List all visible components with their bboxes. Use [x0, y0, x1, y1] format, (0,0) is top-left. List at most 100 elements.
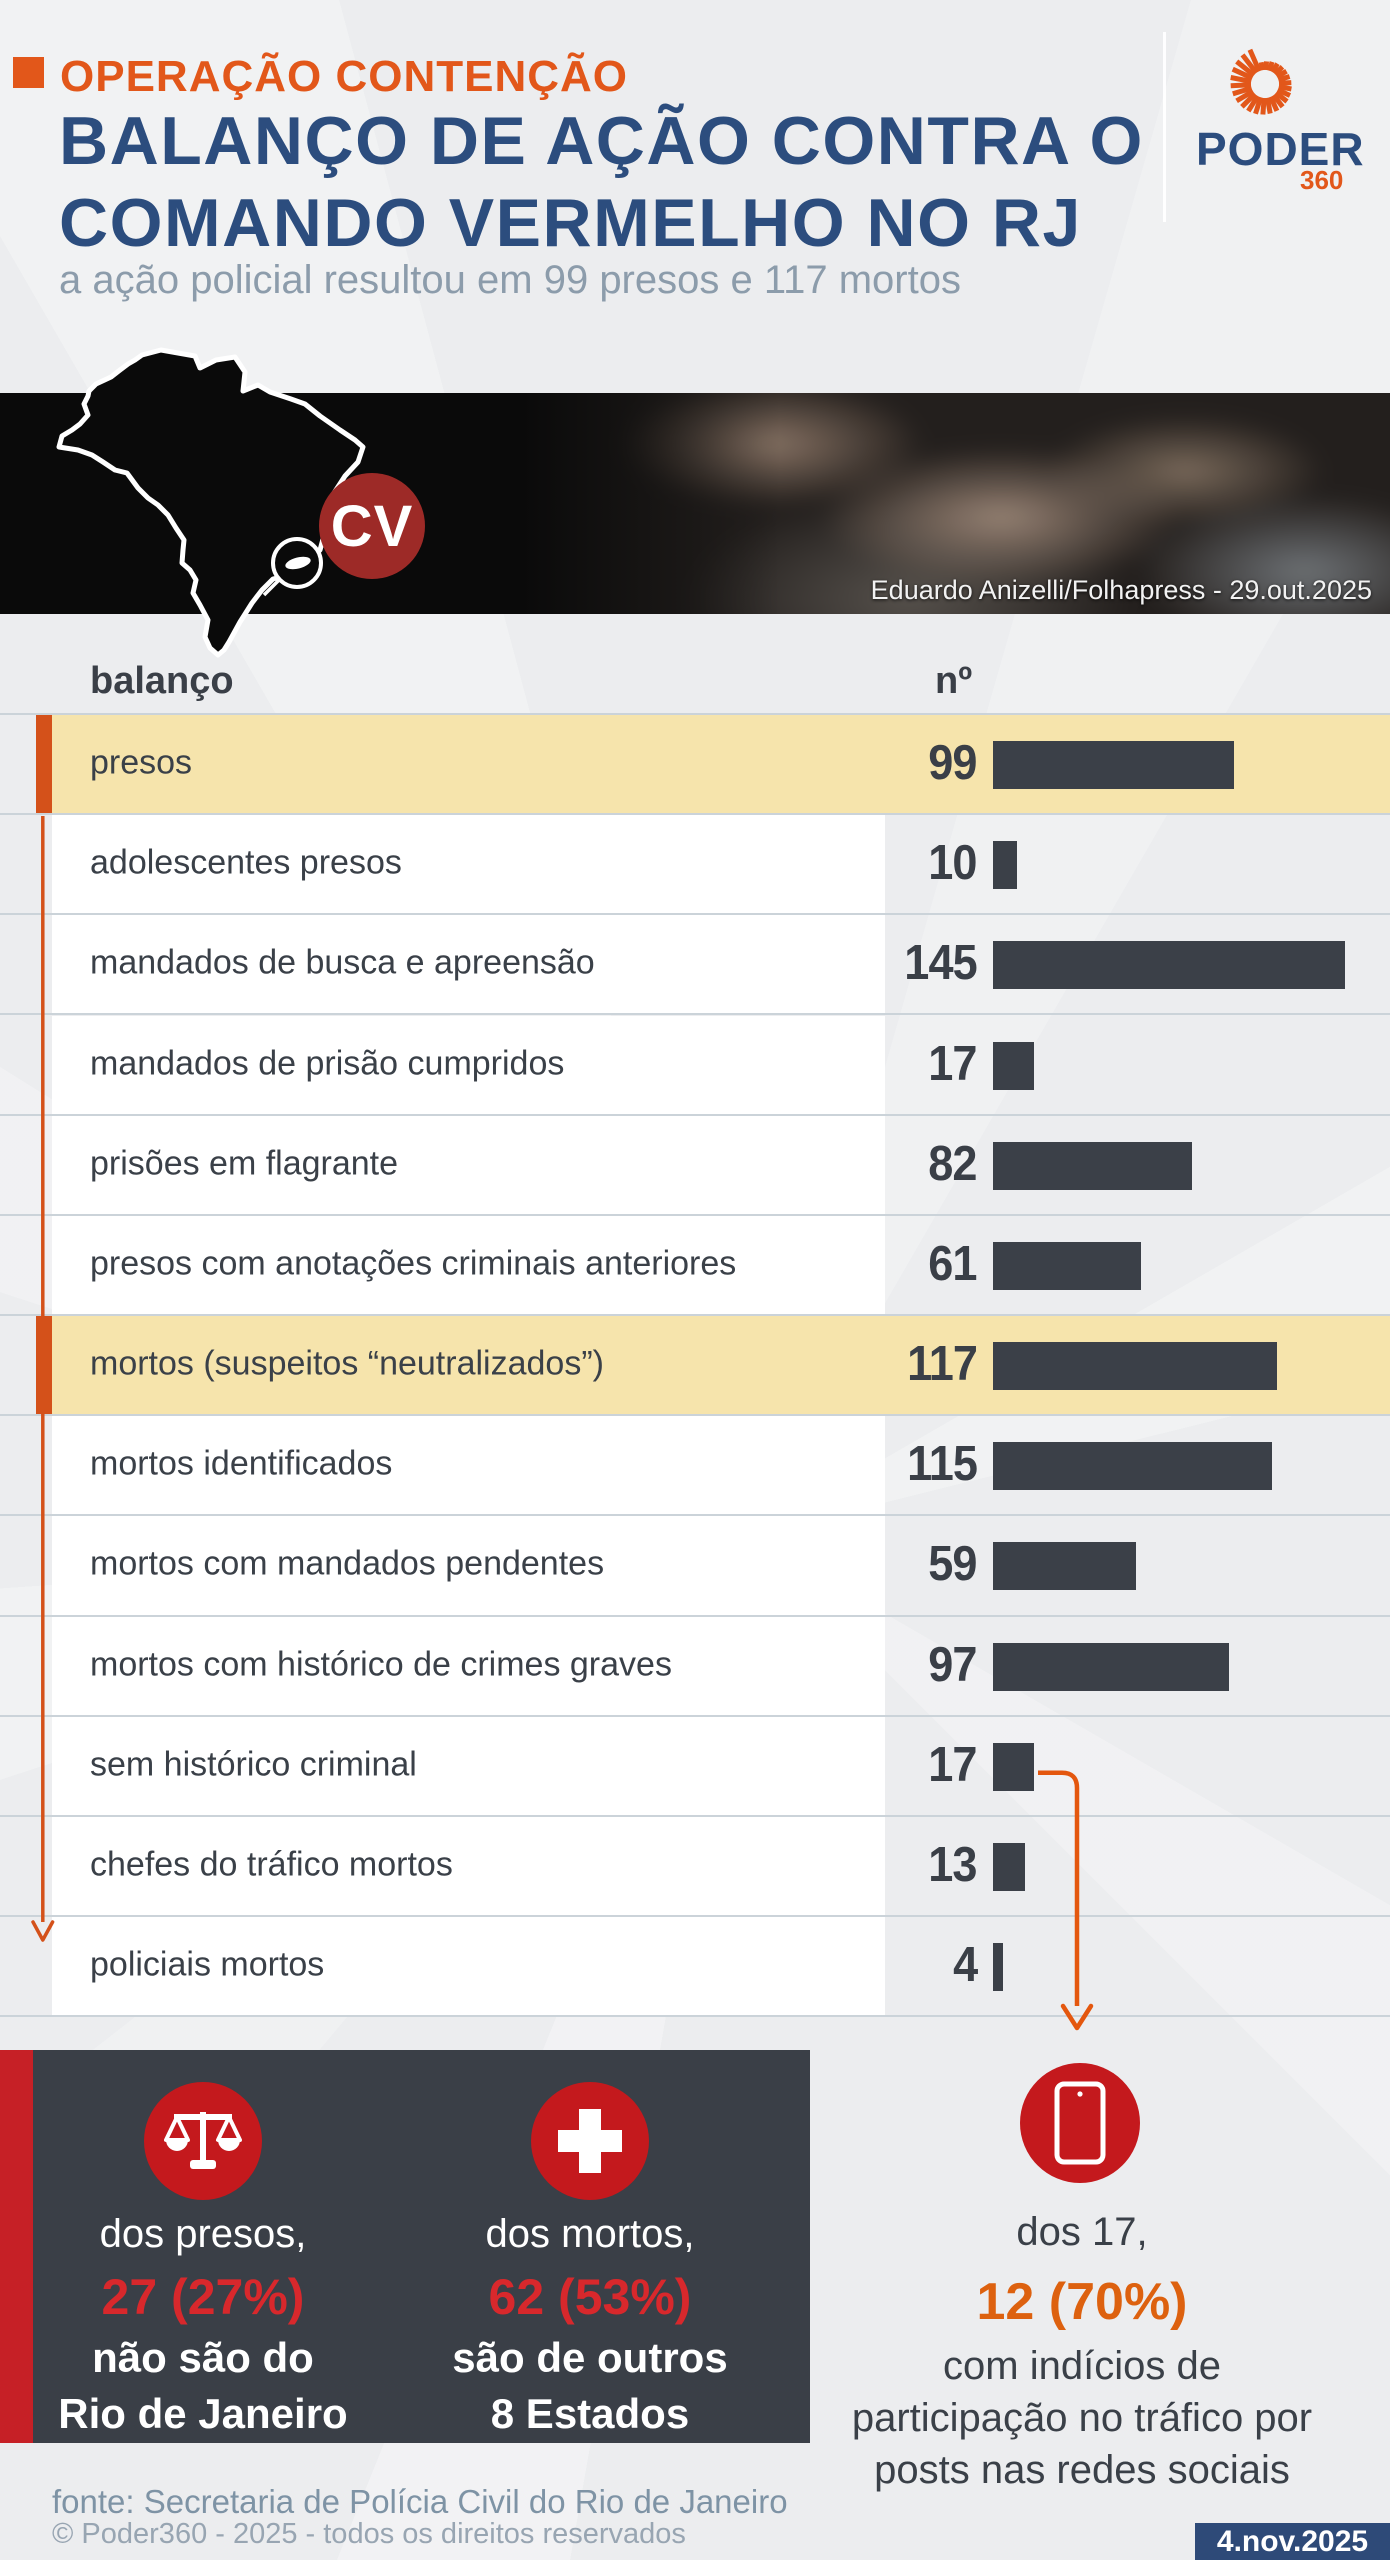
sunburst-ray — [1240, 92, 1257, 109]
row-label: adolescentes presos — [90, 844, 402, 883]
copyright-note: © Poder360 - 2025 - todos os direitos re… — [52, 2518, 686, 2550]
balance-table: presos 99 adolescentes presos 10 mandados de… — [0, 713, 1390, 2018]
sunburst-ray — [1260, 97, 1267, 115]
dark-callout-box — [0, 2050, 810, 2443]
red-side-bar — [0, 2050, 33, 2443]
date-label: 4.nov.2025 — [1216, 2524, 1369, 2558]
page-title: BALANÇO DE AÇÃO CONTRA O COMANDO VERMELH… — [59, 100, 1144, 264]
table-header-balanco: balanço — [90, 660, 234, 702]
subtitle: a ação policial resultou em 99 presos e … — [59, 258, 961, 302]
sunburst-ray — [1278, 84, 1292, 92]
table-row: chefes do tráfico mortos 13 — [0, 1816, 1390, 1918]
sunburst-ray — [1231, 66, 1254, 81]
table-header-numero: nº — [935, 660, 973, 702]
sunburst-ray — [1278, 80, 1292, 86]
sunburst-ray — [1268, 95, 1280, 112]
row-bar — [993, 1041, 1034, 1090]
kicker: OPERAÇÃO CONTENÇÃO — [60, 52, 629, 101]
row-bar — [993, 1842, 1025, 1891]
sunburst-ray — [1230, 75, 1252, 84]
table-row: prisões em flagrante 82 — [0, 1115, 1390, 1216]
row-label: presos — [90, 743, 193, 782]
row-bar — [993, 1742, 1034, 1791]
row-bar — [993, 1943, 1003, 1991]
social-callout-line4: posts nas redes sociais — [874, 2448, 1290, 2492]
sunburst-ray — [1240, 53, 1259, 75]
row-value: 99 — [928, 735, 978, 790]
phone-circle — [1020, 2063, 1140, 2183]
row-label: mortos identificados — [90, 1445, 393, 1484]
title-line-2: COMANDO VERMELHO NO RJ — [59, 185, 1082, 261]
row-value: 117 — [907, 1336, 978, 1391]
sunburst-ray — [1247, 48, 1262, 73]
table-row: mortos (suspeitos “neutralizados”) 117 — [0, 1316, 1390, 1417]
sunburst-ray — [1270, 62, 1280, 74]
sunburst-ray — [1235, 89, 1255, 104]
row-bar — [993, 1141, 1192, 1190]
row-label: mortos com mandados pendentes — [90, 1545, 605, 1584]
row-label: sem histórico criminal — [90, 1745, 417, 1784]
sunburst-ray — [1273, 65, 1285, 76]
sunburst-ray — [1276, 87, 1292, 98]
cross-circle — [531, 2082, 649, 2200]
sunburst-ray — [1258, 61, 1266, 71]
row-accent-bar — [36, 1316, 52, 1415]
sunburst-ray — [1275, 69, 1288, 79]
row-value: 17 — [928, 1036, 978, 1091]
row-label-cell — [52, 815, 885, 914]
row-bar — [993, 1241, 1141, 1290]
title-line-1: BALANÇO DE AÇÃO CONTRA O — [59, 103, 1144, 179]
photo-credit: Eduardo Anizelli/Folhapress - 29.out.202… — [870, 575, 1372, 605]
logo-wordmark: PODER — [1196, 123, 1365, 175]
row-value: 59 — [928, 1537, 978, 1592]
table-row: policiais mortos 4 — [0, 1917, 1390, 2018]
row-label-cell — [52, 1516, 885, 1615]
row-label-cell — [52, 1716, 885, 1815]
table-row: adolescentes presos 10 — [0, 815, 1390, 916]
row-label-cell — [52, 1215, 885, 1315]
row-value: 97 — [928, 1637, 978, 1692]
kicker-square — [13, 57, 44, 88]
row-value: 145 — [904, 936, 978, 991]
row-label: mandados de prisão cumpridos — [90, 1044, 565, 1083]
photo-fade — [520, 393, 780, 614]
social-callout-line3: participação no tráfico por — [851, 2396, 1313, 2440]
sunburst-ray — [1266, 61, 1275, 72]
sunburst-ray — [1230, 82, 1252, 89]
row-label: chefes do tráfico mortos — [90, 1845, 453, 1884]
row-bar — [993, 741, 1234, 789]
row-value: 10 — [928, 836, 978, 891]
operation-photo — [520, 393, 1390, 614]
social-callout-line1: dos 17, — [1016, 2210, 1148, 2254]
row-bar — [993, 1642, 1229, 1691]
rio-state-silhouette — [285, 556, 311, 570]
row-bar — [993, 1542, 1136, 1591]
row-bar — [993, 1442, 1272, 1491]
sunburst-ray — [1263, 61, 1269, 71]
cv-badge-label: CV — [330, 493, 414, 559]
row-label-cell — [52, 1416, 885, 1515]
sunburst-ray — [1277, 74, 1291, 83]
row-label: mortos com histórico de crimes graves — [90, 1645, 672, 1684]
scales-circle — [144, 2082, 262, 2200]
sunburst-ray — [1274, 90, 1289, 104]
row-label: mortos (suspeitos “neutralizados”) — [90, 1344, 604, 1383]
social-callout-stat: 12 (70%) — [976, 2273, 1188, 2331]
row-label-cell — [52, 1816, 885, 1916]
mortos-callout-line3: 8 Estados — [490, 2390, 690, 2437]
table-row: mandados de prisão cumpridos 17 — [0, 1015, 1390, 1116]
row-label: prisões em flagrante — [90, 1144, 399, 1183]
date-badge: 4.nov.2025 — [1195, 2523, 1390, 2560]
sunburst-ray — [1253, 96, 1264, 115]
presos-callout-line1: dos presos, — [99, 2212, 307, 2256]
row-label-cell — [52, 1015, 885, 1114]
sunburst-ray — [1235, 59, 1256, 78]
row-value: 82 — [928, 1136, 978, 1191]
row-label-cell — [52, 1115, 885, 1214]
source-note: fonte: Secretaria de Polícia Civil do Ri… — [52, 2483, 788, 2520]
sunburst-ray — [1246, 94, 1260, 113]
table-row: mortos com histórico de crimes graves 97 — [0, 1616, 1390, 1717]
table-row: mortos com mandados pendentes 59 — [0, 1516, 1390, 1617]
row-value: 17 — [928, 1737, 978, 1792]
presos-callout-line3: Rio de Janeiro — [58, 2390, 348, 2437]
